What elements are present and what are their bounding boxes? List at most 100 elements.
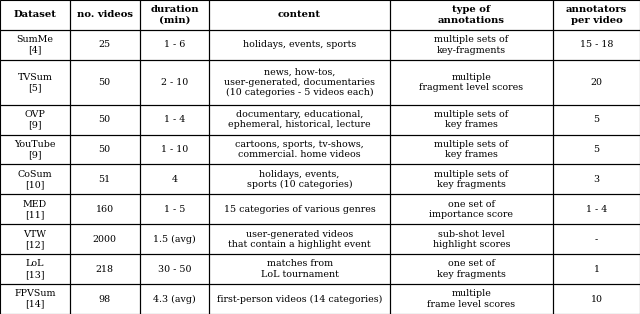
Bar (209, 60, 390, 105)
Text: 15 - 18: 15 - 18 (580, 41, 613, 49)
Bar (390, 254, 553, 284)
Text: 2000: 2000 (93, 235, 116, 244)
Text: 1.5 (avg): 1.5 (avg) (153, 235, 196, 244)
Bar (553, 30, 640, 60)
Bar (140, 194, 209, 224)
Bar (70, 60, 140, 105)
Text: -: - (595, 235, 598, 244)
Bar (209, 165, 390, 194)
Bar (390, 105, 553, 135)
Bar (140, 0, 209, 30)
Bar (553, 254, 640, 284)
Text: 1 - 4: 1 - 4 (586, 205, 607, 214)
Text: holidays, events,
sports (10 categories): holidays, events, sports (10 categories) (247, 170, 353, 189)
Text: documentary, educational,
ephemeral, historical, lecture: documentary, educational, ephemeral, his… (228, 110, 371, 129)
Text: no. videos: no. videos (77, 10, 132, 19)
Bar (553, 0, 640, 30)
Text: 15 categories of various genres: 15 categories of various genres (224, 205, 376, 214)
Bar (0, 60, 70, 105)
Text: 1: 1 (593, 265, 600, 273)
Text: one set of
importance score: one set of importance score (429, 200, 513, 219)
Bar (553, 165, 640, 194)
Bar (390, 30, 553, 60)
Text: OVP
[9]: OVP [9] (24, 110, 45, 129)
Text: FPVSum
[14]: FPVSum [14] (14, 289, 56, 309)
Text: duration
(min): duration (min) (150, 5, 199, 25)
Text: multiple sets of
key frames: multiple sets of key frames (435, 140, 509, 159)
Bar (209, 224, 390, 254)
Bar (0, 105, 70, 135)
Bar (553, 105, 640, 135)
Text: one set of
key fragments: one set of key fragments (437, 259, 506, 279)
Bar (140, 30, 209, 60)
Bar (390, 194, 553, 224)
Text: LoL
[13]: LoL [13] (25, 259, 45, 279)
Text: multiple sets of
key fragments: multiple sets of key fragments (435, 170, 509, 189)
Text: 1 - 4: 1 - 4 (164, 115, 185, 124)
Bar (390, 135, 553, 165)
Bar (70, 284, 140, 314)
Text: multiple
frame level scores: multiple frame level scores (428, 289, 516, 309)
Text: Dataset: Dataset (13, 10, 56, 19)
Text: 3: 3 (593, 175, 600, 184)
Text: matches from
LoL tournament: matches from LoL tournament (260, 259, 339, 279)
Text: 5: 5 (593, 145, 600, 154)
Bar (70, 165, 140, 194)
Text: 30 - 50: 30 - 50 (157, 265, 191, 273)
Text: 1 - 5: 1 - 5 (164, 205, 185, 214)
Text: VTW
[12]: VTW [12] (24, 230, 46, 249)
Text: 50: 50 (99, 145, 111, 154)
Text: 4.3 (avg): 4.3 (avg) (153, 295, 196, 304)
Text: 1 - 6: 1 - 6 (164, 41, 185, 49)
Bar (0, 194, 70, 224)
Bar (209, 135, 390, 165)
Bar (70, 224, 140, 254)
Bar (0, 165, 70, 194)
Bar (209, 0, 390, 30)
Bar (140, 254, 209, 284)
Bar (209, 30, 390, 60)
Text: 5: 5 (593, 115, 600, 124)
Bar (390, 0, 553, 30)
Text: 4: 4 (172, 175, 177, 184)
Bar (140, 284, 209, 314)
Bar (70, 0, 140, 30)
Text: 25: 25 (99, 41, 111, 49)
Bar (553, 135, 640, 165)
Text: multiple sets of
key frames: multiple sets of key frames (435, 110, 509, 129)
Text: 20: 20 (591, 78, 603, 87)
Bar (553, 194, 640, 224)
Text: holidays, events, sports: holidays, events, sports (243, 41, 356, 49)
Bar (209, 254, 390, 284)
Bar (0, 254, 70, 284)
Text: 50: 50 (99, 115, 111, 124)
Bar (209, 105, 390, 135)
Text: news, how-tos,
user-generated, documentaries
(10 categories - 5 videos each): news, how-tos, user-generated, documenta… (224, 67, 375, 97)
Bar (553, 60, 640, 105)
Bar (70, 105, 140, 135)
Bar (209, 284, 390, 314)
Bar (0, 224, 70, 254)
Text: user-generated videos
that contain a highlight event: user-generated videos that contain a hig… (228, 230, 371, 249)
Bar (0, 135, 70, 165)
Bar (140, 165, 209, 194)
Bar (390, 165, 553, 194)
Text: sub-shot level
highlight scores: sub-shot level highlight scores (433, 230, 510, 249)
Text: multiple
fragment level scores: multiple fragment level scores (419, 73, 524, 92)
Bar (553, 284, 640, 314)
Text: 50: 50 (99, 78, 111, 87)
Text: cartoons, sports, tv-shows,
commercial. home videos: cartoons, sports, tv-shows, commercial. … (235, 140, 364, 159)
Bar (140, 135, 209, 165)
Bar (390, 224, 553, 254)
Bar (140, 60, 209, 105)
Bar (140, 105, 209, 135)
Text: content: content (278, 10, 321, 19)
Text: 218: 218 (96, 265, 114, 273)
Bar (70, 254, 140, 284)
Text: 51: 51 (99, 175, 111, 184)
Bar (0, 0, 70, 30)
Bar (140, 224, 209, 254)
Text: 1 - 10: 1 - 10 (161, 145, 188, 154)
Text: annotators
per video: annotators per video (566, 5, 627, 25)
Bar (0, 30, 70, 60)
